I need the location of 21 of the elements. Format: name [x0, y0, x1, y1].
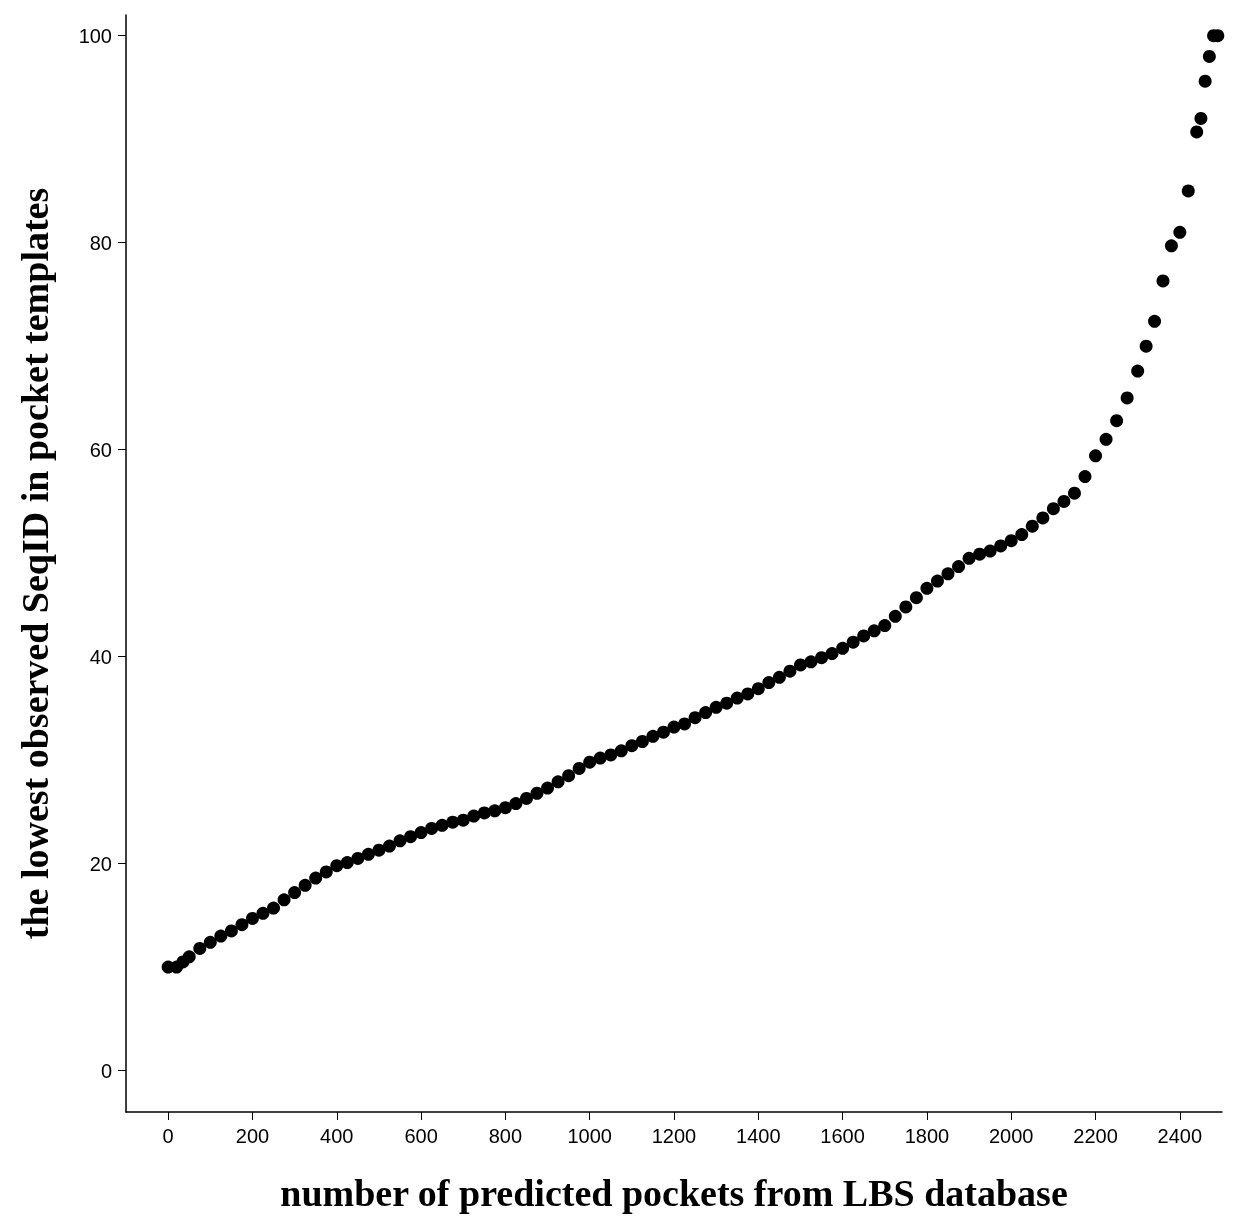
y-tick-label: 100 — [78, 24, 112, 47]
y-tick-label: 0 — [100, 1059, 112, 1082]
y-tick-label: 40 — [89, 645, 112, 668]
x-tick-label: 0 — [162, 1125, 174, 1147]
x-tick-label: 2000 — [988, 1125, 1034, 1147]
x-tick-label: 2200 — [1073, 1125, 1118, 1147]
x-tick-label: 1000 — [567, 1125, 612, 1147]
x-tick-label: 400 — [320, 1125, 354, 1147]
x-tick-label: 200 — [235, 1125, 270, 1147]
x-tick-label: 1400 — [736, 1125, 781, 1147]
x-tick-label: 2400 — [1157, 1125, 1203, 1147]
x-tick-label: 1600 — [820, 1125, 865, 1147]
x-tick-label: 1200 — [651, 1125, 697, 1147]
x-tick-label: 1800 — [904, 1125, 950, 1147]
x-axis-title: number of predicted pockets from LBS database — [280, 1172, 1068, 1214]
y-tick-label: 80 — [89, 231, 112, 254]
y-axis-title: the lowest observed SeqID in pocket templates — [14, 187, 56, 940]
y-tick-label: 20 — [89, 852, 112, 875]
y-tick-label: 60 — [89, 438, 112, 461]
x-tick-label: 600 — [404, 1125, 438, 1147]
x-tick-label: 800 — [488, 1125, 523, 1147]
